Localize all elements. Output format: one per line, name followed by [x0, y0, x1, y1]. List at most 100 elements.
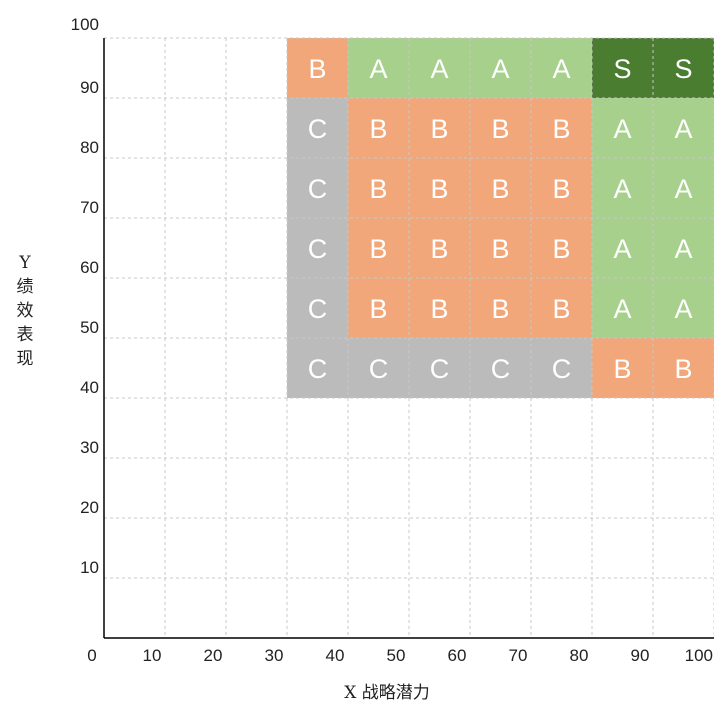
grade-label: B — [430, 294, 448, 324]
grade-cell — [531, 218, 592, 278]
y-tick-labels: 10 20 30 40 50 60 70 80 90 100 — [71, 15, 99, 577]
grade-cell — [653, 218, 714, 278]
grade-label: B — [430, 114, 448, 144]
axes — [103, 38, 714, 639]
grade-cell — [653, 98, 714, 158]
grade-cell — [409, 98, 470, 158]
grade-label: A — [674, 294, 692, 324]
grade-cell — [592, 158, 653, 218]
grade-cell — [287, 278, 348, 338]
y-tick-label: 100 — [71, 15, 99, 34]
grade-label: A — [491, 54, 509, 84]
grade-label: B — [491, 234, 509, 264]
grade-label: B — [674, 354, 692, 384]
grade-label: A — [674, 114, 692, 144]
grade-label: A — [369, 54, 387, 84]
grade-cell — [348, 158, 409, 218]
grade-label: A — [613, 234, 631, 264]
y-tick-label: 10 — [80, 558, 99, 577]
y-axis-label-char: 绩 — [17, 277, 34, 297]
y-tick-label: 80 — [80, 138, 99, 157]
grade-label: C — [308, 294, 328, 324]
y-axis-label-char: 表 — [17, 325, 34, 345]
grade-label: B — [552, 294, 570, 324]
grade-cell — [531, 278, 592, 338]
x-tick-label: 10 — [143, 646, 162, 665]
grade-cell — [409, 338, 470, 398]
x-tick-labels: 0 10 20 30 40 50 60 70 80 90 100 — [87, 646, 713, 665]
grade-cell — [287, 98, 348, 158]
grade-label: A — [613, 174, 631, 204]
x-tick-label: 70 — [509, 646, 528, 665]
grade-cell — [409, 218, 470, 278]
grade-label: B — [491, 294, 509, 324]
x-tick-label: 60 — [448, 646, 467, 665]
grade-label: B — [369, 174, 387, 204]
x-tick-label: 80 — [570, 646, 589, 665]
y-tick-label: 70 — [80, 198, 99, 217]
y-tick-label: 20 — [80, 498, 99, 517]
grade-cell — [653, 278, 714, 338]
x-axis-label: X 战略潜力 — [344, 683, 430, 703]
grade-cell — [531, 98, 592, 158]
grade-cell — [348, 338, 409, 398]
grade-cell — [409, 278, 470, 338]
grade-label: B — [369, 294, 387, 324]
grade-label: C — [491, 354, 511, 384]
grade-label: A — [613, 114, 631, 144]
grade-label: C — [308, 234, 328, 264]
grade-cell — [592, 278, 653, 338]
grade-label: B — [369, 234, 387, 264]
grade-cell — [287, 158, 348, 218]
x-tick-label: 90 — [631, 646, 650, 665]
grade-cell — [409, 158, 470, 218]
y-tick-label: 30 — [80, 438, 99, 457]
grade-cell — [348, 278, 409, 338]
grid-lines — [104, 37, 714, 638]
y-axis-label-char: Y — [18, 253, 31, 273]
y-tick-label: 40 — [80, 378, 99, 397]
grade-cell — [531, 338, 592, 398]
x-tick-label: 50 — [387, 646, 406, 665]
grade-label: B — [552, 114, 570, 144]
grade-cell — [348, 98, 409, 158]
grade-label: B — [308, 54, 326, 84]
grade-label: B — [430, 174, 448, 204]
grade-label: C — [308, 114, 328, 144]
x-tick-label: 20 — [204, 646, 223, 665]
grade-cell — [287, 338, 348, 398]
grade-cell — [409, 38, 470, 98]
grade-cell — [348, 38, 409, 98]
grade-cell — [470, 218, 531, 278]
grade-cell — [287, 218, 348, 278]
grade-label: C — [308, 354, 328, 384]
grade-label: A — [430, 54, 448, 84]
x-tick-label: 100 — [685, 646, 713, 665]
x-axis-title: X 战略潜力 — [344, 683, 430, 703]
grade-label: B — [613, 354, 631, 384]
grade-label: B — [491, 114, 509, 144]
grade-label: C — [308, 174, 328, 204]
grade-cell — [592, 38, 653, 98]
grade-cell — [470, 278, 531, 338]
grade-cell — [531, 38, 592, 98]
grade-cell — [653, 338, 714, 398]
y-tick-label: 60 — [80, 258, 99, 277]
grade-cell — [348, 218, 409, 278]
grade-label: B — [552, 234, 570, 264]
grade-label: S — [674, 54, 692, 84]
grade-cell — [592, 338, 653, 398]
grade-label: A — [552, 54, 570, 84]
grade-cell — [653, 158, 714, 218]
x-tick-label: 0 — [87, 646, 96, 665]
grade-cell — [470, 338, 531, 398]
grade-cell — [470, 98, 531, 158]
grade-cell — [592, 98, 653, 158]
grade-cell — [592, 218, 653, 278]
x-tick-label: 30 — [265, 646, 284, 665]
y-tick-label: 90 — [80, 78, 99, 97]
y-tick-label: 50 — [80, 318, 99, 337]
grade-label: B — [491, 174, 509, 204]
